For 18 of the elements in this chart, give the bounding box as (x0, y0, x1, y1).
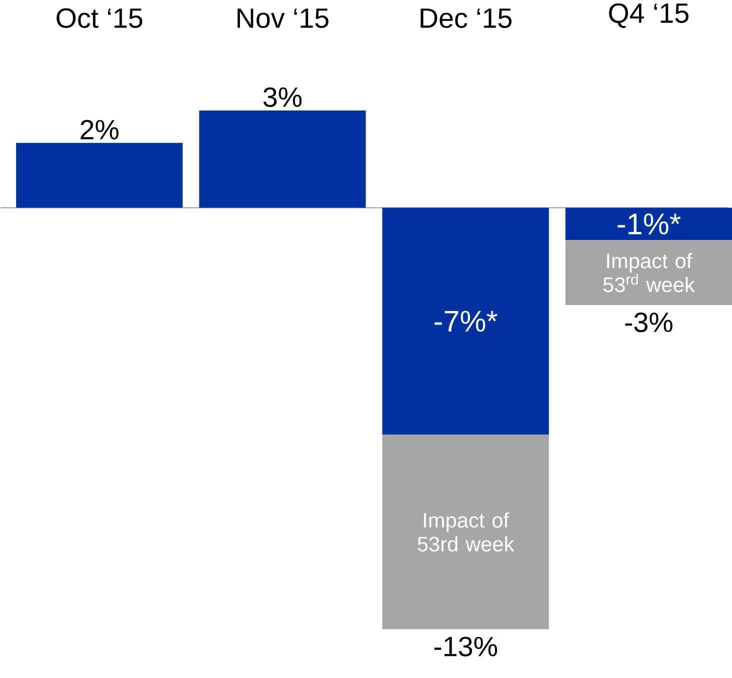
x-tick-label: Nov ‘15 (238, 8, 328, 28)
data-label: -1%* (618, 214, 681, 234)
total-label: -13% (434, 636, 498, 656)
bar (382, 434, 549, 630)
data-label: Impact of 53rd week (418, 512, 514, 552)
bar (565, 208, 732, 240)
bar (565, 240, 732, 305)
bar (382, 208, 549, 435)
x-tick-label: Q4 ‘15 (609, 3, 688, 28)
bar (16, 142, 183, 208)
total-label: 3% (263, 87, 302, 107)
data-label: -7%* (434, 310, 498, 332)
total-label: 2% (80, 120, 118, 140)
data-label: Impact of 53$^{rd}$ week (603, 253, 695, 292)
x-tick-label: Dec ‘15 (420, 8, 512, 28)
x-tick-label: Oct ‘15 (56, 8, 142, 28)
bar (199, 110, 366, 208)
total-label: -3% (625, 312, 672, 332)
